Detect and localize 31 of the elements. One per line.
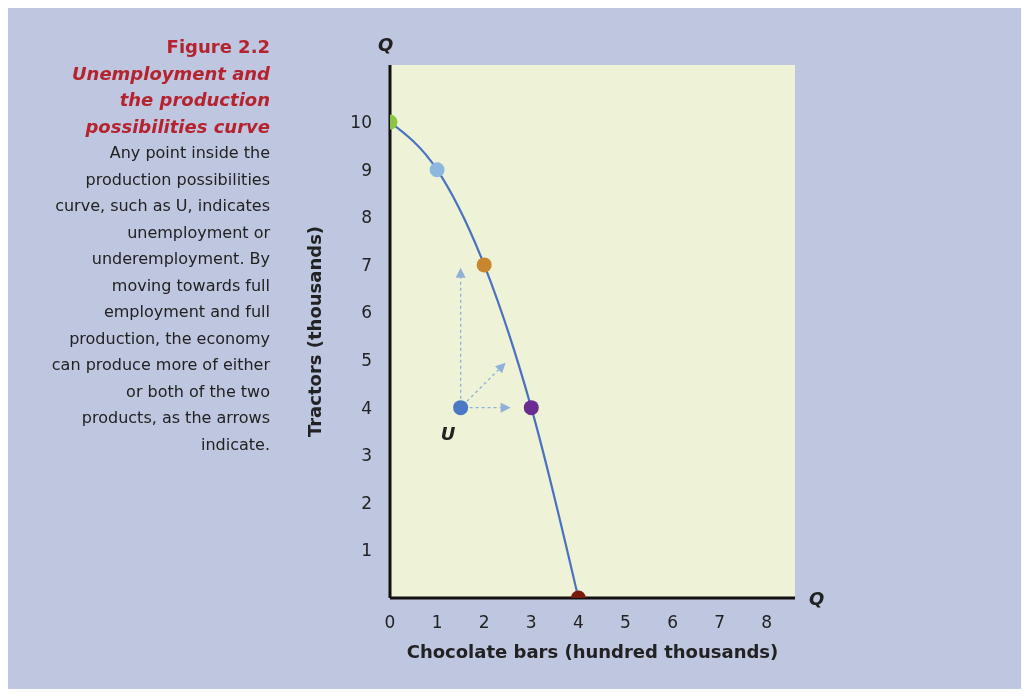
y-tick-label: 9 xyxy=(361,159,372,180)
y-tick-label: 3 xyxy=(361,445,372,466)
x-tick-label: 4 xyxy=(572,612,584,632)
y-tick-label: 5 xyxy=(361,350,372,371)
y-tick-label: 8 xyxy=(361,207,372,228)
x-tick-label: 3 xyxy=(525,612,537,632)
y-tick-label: 7 xyxy=(361,254,372,275)
x-tick-label: 1 xyxy=(431,612,443,632)
y-tick-label: 6 xyxy=(361,302,372,323)
series-label: U xyxy=(440,422,456,444)
text: Any point inside the production possibilities curve, such as U, indicates unemployment or underemployment. By moving towards full employment and full production, the economy can produce more of either or both of the two products, as the arrows indicate. xyxy=(51,143,270,454)
x-tick-label: 0 xyxy=(384,612,396,632)
text: Q xyxy=(809,588,825,609)
text: Unemployment and the production possibilities curve xyxy=(70,61,270,139)
x-tick-label: 6 xyxy=(667,612,678,632)
x-tick-label: 5 xyxy=(620,612,631,632)
y-tick-label: 1 xyxy=(361,540,372,561)
x-tick-label: 7 xyxy=(714,612,726,632)
point xyxy=(429,162,445,178)
y-tick-label: 2 xyxy=(361,492,372,513)
x-axis-title: Chocolate bars (hundred thousands) xyxy=(406,641,779,662)
text: Q xyxy=(378,34,394,55)
text: Figure 2.2 xyxy=(165,35,270,59)
point xyxy=(523,400,539,416)
x-tick-label: 2 xyxy=(478,612,490,632)
x-tick-label: 8 xyxy=(761,612,773,632)
point xyxy=(453,400,469,416)
y-axis-title: Tractors (thousands) xyxy=(304,225,326,438)
y-tick-label: 4 xyxy=(361,397,372,418)
point xyxy=(476,257,492,273)
y-tick-label: 10 xyxy=(350,112,372,133)
